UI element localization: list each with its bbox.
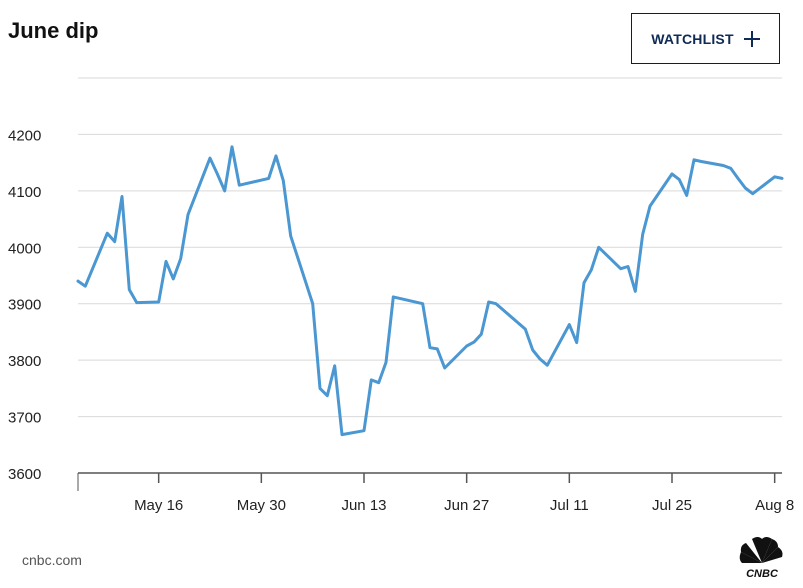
y-tick-label: 3700 bbox=[8, 410, 41, 427]
chart-title: June dip bbox=[8, 18, 99, 43]
y-tick-label: 4000 bbox=[8, 240, 41, 257]
x-tick-label: Aug 8 bbox=[755, 497, 794, 514]
cnbc-logo: CNBC bbox=[739, 537, 783, 580]
y-tick-label: 4200 bbox=[8, 127, 41, 144]
logo-text: CNBC bbox=[746, 568, 779, 580]
y-tick-label: 3900 bbox=[8, 297, 41, 314]
plus-icon bbox=[743, 30, 760, 47]
y-tick-label: 4100 bbox=[8, 184, 41, 201]
grid-lines bbox=[78, 77, 782, 474]
x-tick-label: Jul 11 bbox=[550, 497, 589, 514]
series-line bbox=[76, 145, 784, 437]
y-axis-labels: 3600 3700 3800 3900 4000 4100 4200 bbox=[8, 127, 41, 483]
y-tick-label: 3600 bbox=[8, 466, 41, 483]
source-label: cnbc.com bbox=[22, 552, 82, 568]
series-layer bbox=[76, 145, 784, 437]
x-tick-label: May 30 bbox=[237, 497, 286, 514]
x-axis: May 16 May 30 Jun 13 Jun 27 Jul 11 Jul 25 Aug … bbox=[77, 472, 794, 514]
y-tick-label: 3800 bbox=[8, 353, 41, 370]
x-tick-label: Jun 27 bbox=[444, 497, 489, 514]
watchlist-button[interactable]: WATCHLIST bbox=[631, 13, 780, 64]
x-tick-label: Jun 13 bbox=[341, 497, 386, 514]
watchlist-label: WATCHLIST bbox=[651, 30, 734, 47]
x-tick-label: Jul 25 bbox=[652, 497, 692, 514]
x-tick-label: May 16 bbox=[134, 497, 183, 514]
